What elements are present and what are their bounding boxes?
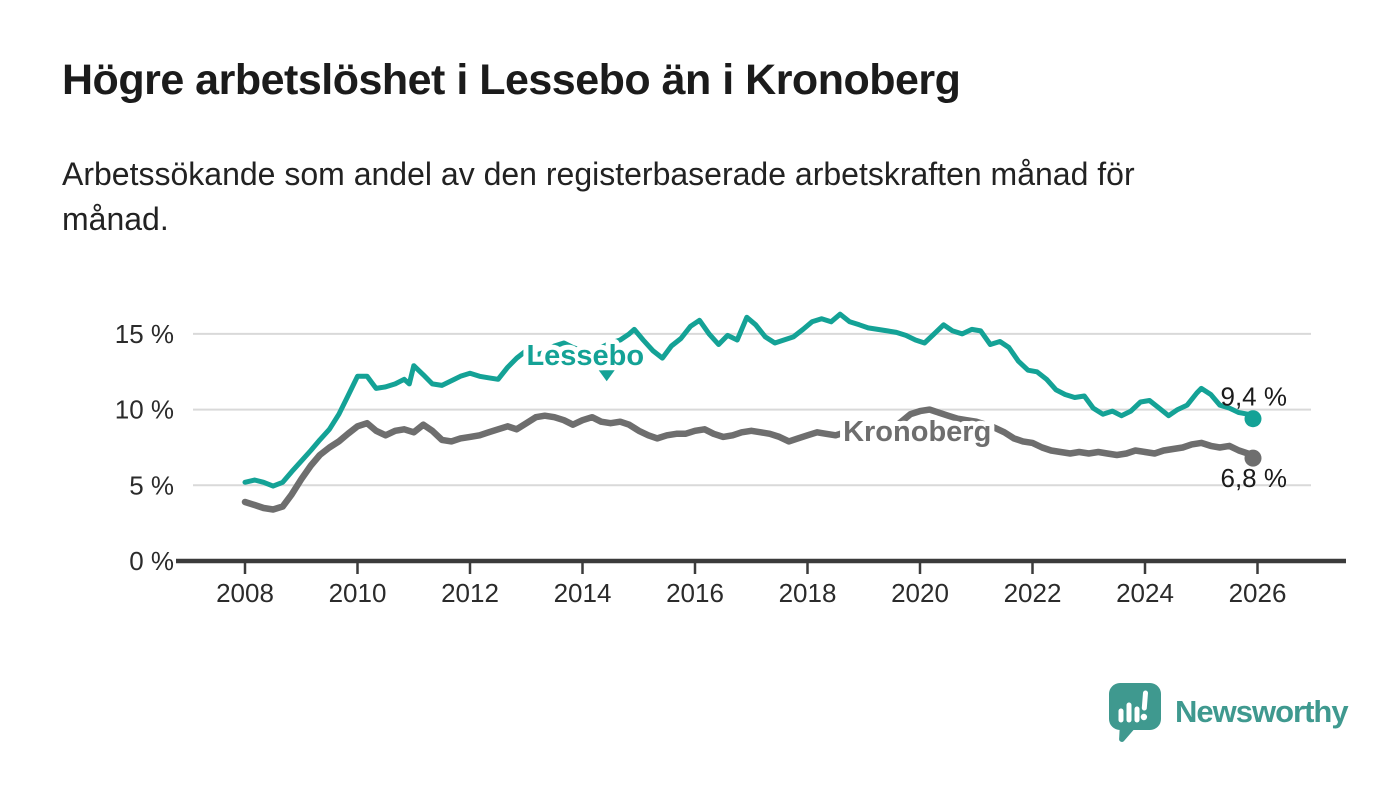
series-label-kronoberg: Kronoberg — [843, 416, 991, 448]
x-tick-label-2024: 2024 — [1116, 578, 1174, 608]
label-pointer-lessebo — [598, 370, 615, 382]
mini-bar-chart-glyph — [1118, 690, 1148, 723]
page-title: Högre arbetslöshet i Lessebo än i Kronob… — [62, 56, 961, 104]
x-tick-label-2010: 2010 — [329, 578, 387, 608]
end-value-label-lessebo: 9,4 % — [1221, 382, 1288, 412]
x-tick-label-2018: 2018 — [779, 578, 837, 608]
x-tick-label-2014: 2014 — [554, 578, 612, 608]
x-tick-label-2016: 2016 — [666, 578, 724, 608]
end-value-label-kronoberg: 6,8 % — [1221, 463, 1288, 493]
end-dot-lessebo — [1244, 410, 1262, 428]
x-tick-label-2012: 2012 — [441, 578, 499, 608]
series-line-lessebo — [242, 311, 1256, 489]
newsworthy-logo: Newsworthy — [1106, 680, 1349, 744]
y-tick-label-5: 5 % — [129, 470, 174, 500]
y-tick-label-0: 0 % — [129, 546, 174, 576]
x-tick-label-2020: 2020 — [891, 578, 949, 608]
chart-subtitle: Arbetssökande som andel av den registerb… — [62, 156, 1135, 238]
series-line-kronoberg — [241, 406, 1257, 513]
x-tick-label-2008: 2008 — [216, 578, 274, 608]
newsworthy-brand-text: Newsworthy — [1175, 694, 1349, 729]
exclamation-dot — [1140, 713, 1148, 721]
y-tick-label-15: 15 % — [115, 319, 174, 349]
x-tick-label-2026: 2026 — [1229, 578, 1287, 608]
series-label-lessebo: Lessebo — [526, 340, 644, 372]
y-tick-label-10: 10 % — [115, 395, 174, 425]
end-dot-kronoberg — [1244, 449, 1262, 467]
x-tick-label-2022: 2022 — [1004, 578, 1062, 608]
newsworthy-speech-bubble-chart-icon — [1109, 683, 1161, 742]
